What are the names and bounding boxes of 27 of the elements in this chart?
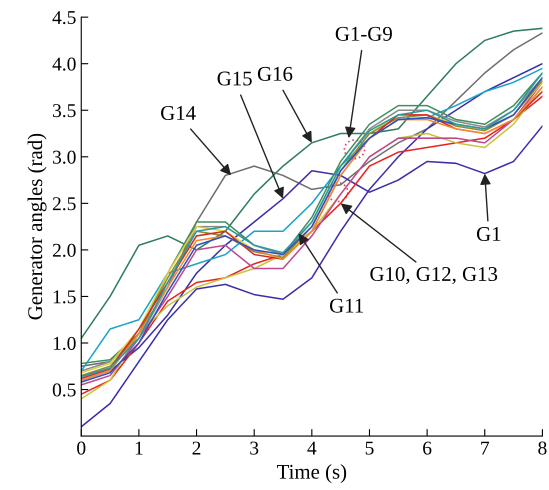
y-tick-label: 4.5 bbox=[52, 11, 76, 24]
annotation: G1 bbox=[476, 227, 500, 242]
annotation: G11 bbox=[330, 298, 363, 313]
x-tick-label: 0 bbox=[77, 442, 86, 455]
annotation: G10, G12, G13 bbox=[370, 266, 498, 284]
annotation: G16 bbox=[258, 66, 292, 81]
y-tick-label: 4.0 bbox=[52, 58, 76, 71]
x-tick-label: 4 bbox=[307, 442, 316, 454]
annotation: G14 bbox=[161, 106, 196, 120]
x-tick-label: 5 bbox=[366, 442, 374, 455]
x-axis-title: Time (s) bbox=[276, 464, 346, 484]
annotation: G15 bbox=[218, 72, 252, 86]
y-axis-title: Generator angles (rad) bbox=[28, 134, 47, 320]
x-tick-label: 2 bbox=[192, 442, 200, 454]
y-tick-label: 3.5 bbox=[53, 104, 76, 118]
x-tick-label: 8 bbox=[538, 442, 547, 455]
y-tick-label: 0.5 bbox=[52, 383, 76, 397]
y-tick-label: 3.0 bbox=[53, 150, 76, 164]
x-tick-label: 7 bbox=[481, 442, 490, 454]
y-tick-label: 1.5 bbox=[54, 290, 76, 304]
y-tick-label: 2.5 bbox=[52, 197, 76, 210]
x-tick-label: 1 bbox=[136, 442, 143, 454]
x-tick-label: 6 bbox=[423, 442, 432, 455]
x-tick-label: 3 bbox=[250, 442, 258, 455]
annotation: G1-G9 bbox=[336, 26, 392, 41]
y-tick-label: 1.0 bbox=[54, 336, 76, 350]
y-tick-label: 2.0 bbox=[52, 244, 76, 257]
